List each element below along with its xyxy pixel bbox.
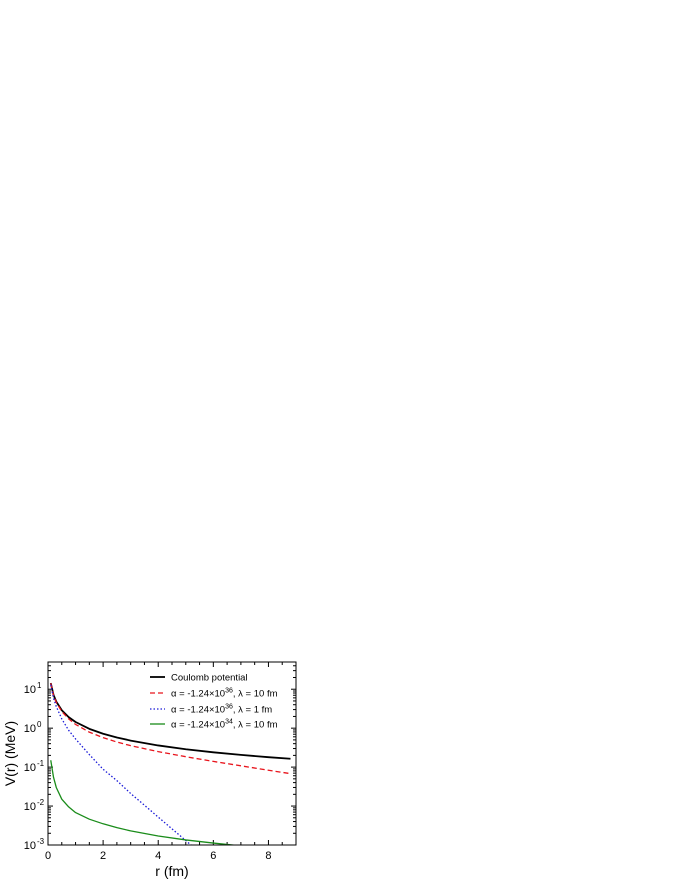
legend-label-3: α = -1.24×1036, λ = 1 fm [171, 704, 272, 716]
series-layer [49, 682, 291, 845]
y-tick-label-exponent: -3 [37, 837, 45, 846]
x-tick-label: 8 [265, 850, 271, 862]
legend-label-2: α = -1.24×1036, λ = 10 fm [171, 688, 278, 700]
x-tick-label: 0 [45, 850, 51, 862]
legend-label-1: Coulomb potential [171, 673, 248, 684]
y-tick-label-exponent: 1 [37, 681, 42, 690]
y-tick-label: 10 [24, 723, 36, 735]
x-tick-label: 6 [210, 850, 216, 862]
y-tick-label-exponent: 0 [37, 720, 42, 729]
y-axis-title: V(r) (MeV) [2, 721, 18, 786]
x-tick-label: 2 [100, 850, 106, 862]
legend: Coulomb potential α = -1.24×1036, λ = 10 … [150, 673, 278, 731]
y-tick-label: 10 [24, 801, 36, 813]
y-tick-label-exponent: -2 [37, 798, 45, 807]
series-line-3 [50, 684, 192, 845]
plot-frame [47, 661, 297, 846]
y-tick-label: 10 [24, 762, 36, 774]
y-tick-label: 10 [24, 684, 36, 696]
x-axis-title: r (fm) [155, 863, 188, 879]
y-tick-label: 10 [24, 840, 36, 852]
series-line-2 [50, 683, 291, 775]
series-line-4 [50, 760, 239, 845]
legend-label-4: α = -1.24×1034, λ = 10 fm [171, 719, 278, 731]
y-tick-label-exponent: -1 [37, 759, 45, 768]
x-tick-label: 4 [155, 850, 161, 862]
